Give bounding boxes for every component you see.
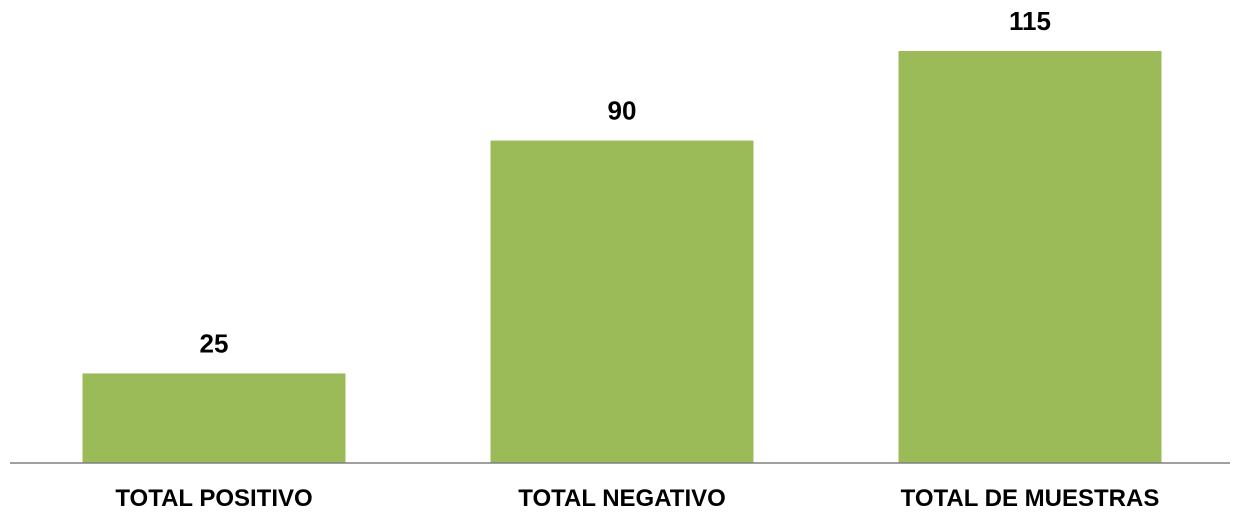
category-label-2: TOTAL NEGATIVO — [518, 485, 726, 512]
data-label-2: 90 — [608, 96, 637, 126]
bar-1 — [82, 373, 346, 463]
category-label-1: TOTAL POSITIVO — [115, 485, 312, 512]
bar-2 — [490, 140, 754, 463]
category-labels-layer: TOTAL POSITIVO TOTAL NEGATIVO TOTAL DE MUE… — [115, 485, 1159, 512]
category-label-3: TOTAL DE MUESTRAS — [901, 485, 1160, 512]
data-label-3: 115 — [1009, 6, 1051, 36]
bar-3 — [898, 51, 1162, 463]
data-label-1: 25 — [200, 328, 229, 358]
bars-layer — [82, 51, 1162, 463]
data-labels-layer: 25 90 115 — [200, 6, 1051, 358]
